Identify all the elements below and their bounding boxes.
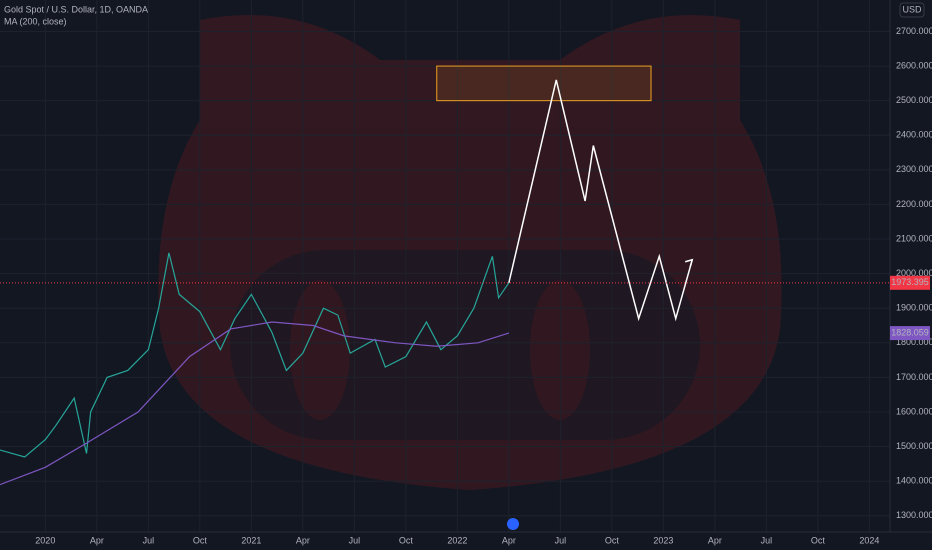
series-title: Gold Spot / U.S. Dollar, 1D, OANDA [4,4,148,14]
y-tick-label: 1900.000 [896,303,932,313]
last-price-label: 1973.395 [891,277,929,287]
x-tick-label: Apr [708,535,722,545]
x-tick-label: Jul [143,535,155,545]
y-tick-label: 2300.000 [896,164,932,174]
x-tick-label: Oct [605,535,620,545]
grid [0,0,890,532]
arrow-head [685,258,694,267]
marks [0,65,890,486]
y-tick-label: 1800.000 [896,337,932,347]
currency-box [899,2,925,18]
x-tick-label: Jul [349,535,361,545]
x-tick-label: Jul [761,535,773,545]
ma-price-box [890,326,930,341]
y-tick-label: 2700.000 [896,26,932,36]
last-price-box [890,275,930,290]
series-line [0,252,510,458]
x-tick-label: Apr [502,535,516,545]
watermark [158,15,782,490]
x-tick-label: 2022 [447,535,467,545]
y-tick-label: 2200.000 [896,199,932,209]
x-tick-label: Oct [811,535,826,545]
x-tick-label: 2023 [653,535,673,545]
y-tick-label: 1400.000 [896,476,932,486]
ma-price-label: 1828.059 [891,327,929,337]
y-tick-label: 1600.000 [896,406,932,416]
y-tick-label: 1500.000 [896,441,932,451]
series-line [0,321,510,486]
x-tick-label: Oct [399,535,414,545]
events-icon[interactable] [507,518,519,530]
y-tick-label: 2600.000 [896,60,932,70]
y-tick-label: 2100.000 [896,233,932,243]
x-tick-label: Jul [555,535,567,545]
target-zone [436,65,652,102]
y-tick-label: 1700.000 [896,372,932,382]
y-tick-label: 2400.000 [896,130,932,140]
x-tick-label: 2024 [859,535,879,545]
currency: USD [902,4,922,14]
x-tick-label: Oct [193,535,208,545]
x-tick-label: Apr [296,535,310,545]
y-tick-label: 2000.000 [896,268,932,278]
ma-legend: MA (200, close) [4,16,67,26]
y-tick-label: 1300.000 [896,510,932,520]
x-tick-label: 2021 [241,535,261,545]
x-tick-label: 2020 [35,535,55,545]
y-tick-label: 2500.000 [896,95,932,105]
x-tick-label: Apr [90,535,104,545]
series-line [508,79,693,322]
